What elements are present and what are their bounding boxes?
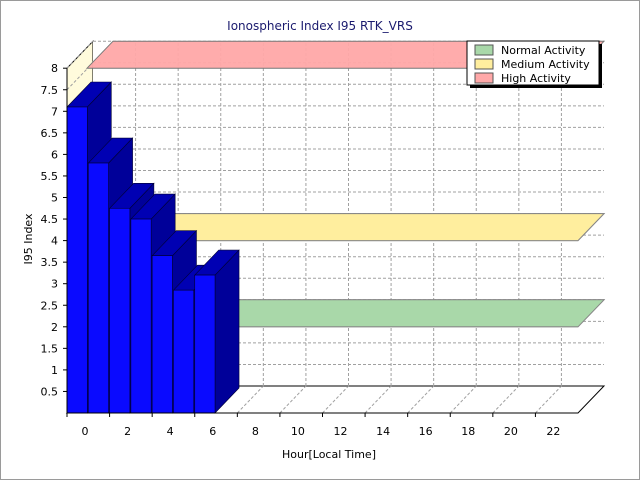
legend-swatch	[474, 58, 494, 70]
y-tick-label: 7	[51, 105, 58, 118]
legend-label: Normal Activity	[501, 44, 586, 57]
bar	[194, 249, 240, 414]
bar-front	[87, 162, 109, 414]
y-tick-label: 2.5	[41, 299, 59, 312]
x-tick-label: 20	[504, 425, 518, 438]
bar-front	[130, 218, 152, 414]
bar-front	[173, 289, 195, 414]
x-tick-label: 12	[334, 425, 348, 438]
grid-line-floor	[492, 385, 520, 414]
grid-line-floor	[535, 385, 562, 414]
x-tick-label: 16	[419, 425, 433, 438]
y-tick-label: 8	[51, 62, 58, 75]
x-tick-label: 0	[82, 425, 89, 438]
grid-line-floor	[449, 385, 477, 414]
y-tick-label: 1.5	[41, 342, 59, 355]
x-tick-label: 4	[167, 425, 174, 438]
y-tick-label: 0.5	[41, 385, 59, 398]
legend-swatch	[474, 44, 494, 56]
grid-line-floor	[236, 385, 264, 414]
legend-label: Medium Activity	[501, 58, 590, 71]
y-tick-label: 5	[51, 192, 58, 205]
bar-front	[194, 274, 216, 414]
grid-line-floor	[407, 385, 435, 414]
y-tick-label: 3	[51, 278, 58, 291]
bar-front	[66, 106, 88, 414]
tick-labels: 0.5 1 1.5 2 2.5 3 3.5 4 4.5 5 5.5 6 6.5 7 7.5 8 0 2 4 6 8 10 1…	[41, 62, 561, 438]
x-tick-label: 18	[461, 425, 475, 438]
y-tick-label: 4	[51, 235, 58, 248]
x-tick-label: 6	[209, 425, 216, 438]
y-tick-label: 4.5	[41, 213, 59, 226]
bars	[66, 81, 240, 414]
bar-front	[151, 255, 173, 414]
bar-side	[214, 249, 240, 414]
y-tick-label: 1	[51, 364, 58, 377]
legend-swatch	[474, 72, 494, 84]
y-tick-label: 6.5	[41, 127, 59, 140]
x-tick-label: 2	[124, 425, 131, 438]
bar-front	[109, 207, 131, 414]
grid-line-floor	[322, 385, 349, 414]
x-axis-label: Hour[Local Time]	[282, 448, 376, 461]
x-tick-label: 8	[252, 425, 259, 438]
y-tick-label: 6	[51, 148, 58, 161]
y-tick-label: 5.5	[41, 170, 59, 183]
grid-line-floor	[279, 385, 307, 414]
y-tick-label: 7.5	[41, 84, 59, 97]
y-axis-label: I95 Index	[22, 213, 35, 265]
x-tick-label: 14	[376, 425, 390, 438]
y-tick-label: 2	[51, 321, 58, 334]
x-tick-label: 22	[546, 425, 560, 438]
grid-line-wall	[66, 40, 94, 69]
y-tick-label: 3.5	[41, 256, 59, 269]
legend-label: High Activity	[501, 72, 571, 85]
grid-line-floor	[364, 385, 392, 414]
chart-title: Ionospheric Index I95 RTK_VRS	[227, 19, 413, 33]
x-tick-label: 10	[291, 425, 305, 438]
